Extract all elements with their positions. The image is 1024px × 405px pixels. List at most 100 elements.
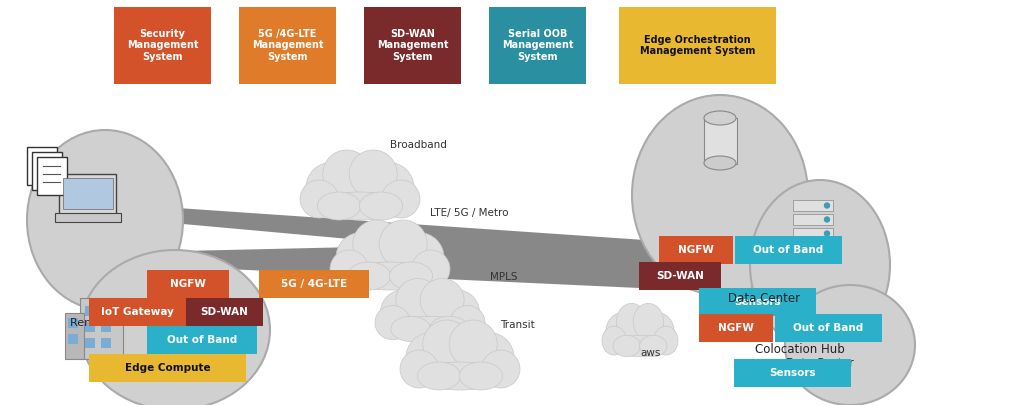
FancyBboxPatch shape (100, 338, 112, 348)
FancyBboxPatch shape (114, 7, 211, 84)
Text: Sensors: Sensors (734, 297, 781, 307)
Text: MPLS: MPLS (490, 272, 517, 282)
Ellipse shape (613, 335, 667, 356)
Ellipse shape (80, 250, 270, 405)
Text: SD-WAN: SD-WAN (201, 307, 249, 317)
Ellipse shape (391, 316, 430, 341)
Circle shape (824, 203, 829, 208)
Text: 5G / 4G-LTE: 5G / 4G-LTE (281, 279, 347, 289)
Ellipse shape (389, 262, 432, 290)
Ellipse shape (632, 95, 808, 295)
Text: Edge Orchestration
Management System: Edge Orchestration Management System (640, 35, 755, 56)
FancyBboxPatch shape (659, 236, 733, 264)
FancyBboxPatch shape (703, 117, 736, 164)
FancyBboxPatch shape (59, 174, 116, 214)
Text: Out of Band: Out of Band (794, 323, 863, 333)
Ellipse shape (400, 350, 438, 388)
FancyBboxPatch shape (147, 326, 257, 354)
Ellipse shape (427, 325, 493, 385)
FancyBboxPatch shape (735, 236, 842, 264)
FancyBboxPatch shape (239, 7, 336, 84)
Ellipse shape (391, 316, 469, 341)
Ellipse shape (359, 192, 402, 220)
FancyBboxPatch shape (734, 359, 851, 387)
Text: Data Center: Data Center (728, 292, 800, 305)
Ellipse shape (336, 232, 386, 283)
FancyBboxPatch shape (793, 200, 834, 211)
FancyBboxPatch shape (37, 157, 67, 195)
Ellipse shape (418, 362, 502, 390)
Ellipse shape (433, 290, 479, 335)
Ellipse shape (327, 155, 393, 215)
Ellipse shape (330, 250, 369, 288)
Text: Out of Band: Out of Band (167, 335, 238, 345)
Ellipse shape (613, 335, 640, 356)
Ellipse shape (602, 326, 627, 355)
FancyBboxPatch shape (68, 334, 78, 344)
Ellipse shape (640, 335, 667, 356)
Text: Sensors: Sensors (769, 368, 816, 378)
Ellipse shape (460, 362, 503, 390)
Text: SD-WAN
Management
System: SD-WAN Management System (377, 29, 449, 62)
Ellipse shape (396, 279, 440, 322)
Ellipse shape (412, 250, 450, 288)
Text: LTE/ 5G / Metro: LTE/ 5G / Metro (430, 208, 509, 218)
Text: Colocation Hub: Colocation Hub (755, 343, 845, 356)
Ellipse shape (364, 162, 414, 213)
Ellipse shape (423, 320, 471, 368)
FancyBboxPatch shape (259, 270, 369, 298)
FancyBboxPatch shape (65, 313, 84, 358)
Text: Out of Band: Out of Band (754, 245, 823, 255)
Ellipse shape (420, 279, 464, 322)
FancyBboxPatch shape (186, 298, 263, 326)
Ellipse shape (464, 333, 514, 382)
Ellipse shape (300, 180, 338, 218)
Ellipse shape (750, 180, 890, 350)
FancyBboxPatch shape (639, 262, 721, 290)
Circle shape (824, 217, 829, 222)
Ellipse shape (429, 316, 469, 341)
Circle shape (824, 231, 829, 236)
Text: CDN: CDN (708, 303, 732, 313)
Ellipse shape (348, 262, 432, 290)
Text: SD-WAN: SD-WAN (656, 271, 703, 281)
Ellipse shape (318, 192, 402, 220)
Text: Broadband: Broadband (390, 140, 446, 150)
FancyBboxPatch shape (793, 214, 834, 225)
FancyBboxPatch shape (32, 152, 62, 190)
Ellipse shape (653, 326, 678, 355)
Ellipse shape (418, 362, 461, 390)
Ellipse shape (606, 313, 638, 351)
FancyBboxPatch shape (793, 228, 834, 239)
Ellipse shape (375, 305, 411, 340)
FancyBboxPatch shape (85, 322, 95, 332)
FancyBboxPatch shape (489, 7, 586, 84)
Ellipse shape (481, 350, 520, 388)
FancyBboxPatch shape (89, 298, 186, 326)
Text: Remote user: Remote user (70, 318, 140, 328)
Text: 5G /4G-LTE
Management
System: 5G /4G-LTE Management System (252, 29, 324, 62)
Ellipse shape (616, 303, 647, 340)
Ellipse shape (382, 180, 420, 218)
Ellipse shape (620, 307, 660, 353)
Text: Data Center: Data Center (786, 358, 854, 368)
Ellipse shape (353, 220, 400, 268)
FancyBboxPatch shape (62, 177, 113, 209)
Text: aws: aws (640, 348, 660, 358)
FancyBboxPatch shape (618, 7, 776, 84)
Ellipse shape (785, 285, 915, 405)
FancyBboxPatch shape (85, 306, 95, 316)
Ellipse shape (323, 150, 371, 198)
FancyBboxPatch shape (100, 322, 112, 332)
FancyBboxPatch shape (364, 7, 461, 84)
Ellipse shape (399, 283, 460, 337)
Ellipse shape (393, 232, 444, 283)
Ellipse shape (347, 262, 390, 290)
Ellipse shape (642, 313, 674, 351)
Ellipse shape (705, 156, 736, 170)
Ellipse shape (633, 303, 664, 340)
Text: IoT Gateway: IoT Gateway (101, 307, 174, 317)
Text: Security
Management
System: Security Management System (127, 29, 199, 62)
Ellipse shape (27, 130, 183, 310)
Text: NGFW: NGFW (678, 245, 714, 255)
